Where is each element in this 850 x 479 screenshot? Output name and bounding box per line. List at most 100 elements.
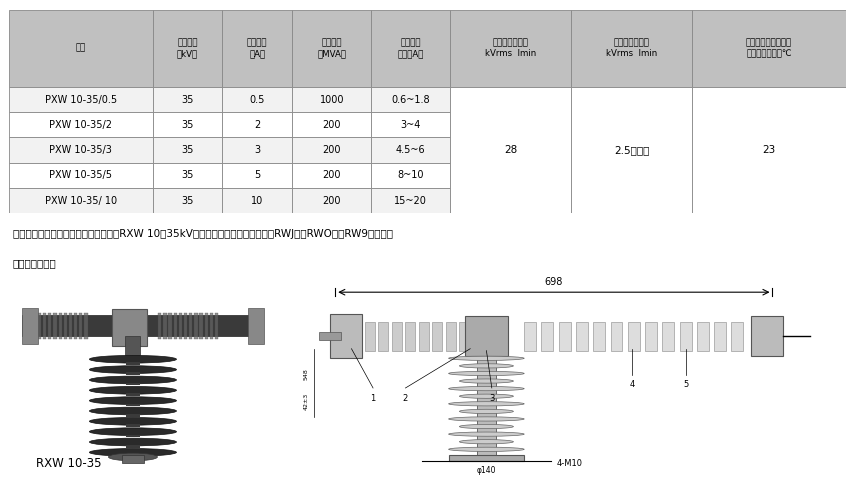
Bar [153,163,223,188]
Ellipse shape [89,438,177,446]
Bar [449,455,524,461]
Text: 均指的限流型。: 均指的限流型。 [13,258,56,268]
Bar [8,112,153,137]
Text: 0.6~1.8: 0.6~1.8 [392,94,430,104]
Bar [292,87,371,112]
Bar [168,313,172,339]
Bar [697,322,709,351]
Bar [352,322,361,351]
Bar [371,163,450,188]
Bar [54,313,57,339]
Text: 3: 3 [254,145,260,155]
Bar [69,313,72,339]
Bar [184,313,187,339]
Text: 额定电流
（A）: 额定电流 （A） [247,38,268,58]
Text: 开断电流
（MVA）: 开断电流 （MVA） [317,38,346,58]
Bar [84,313,88,339]
Ellipse shape [89,428,177,435]
Bar [371,188,450,213]
Bar [74,313,77,339]
Bar [571,10,692,87]
Text: 型号: 型号 [76,44,86,53]
Text: 燕断电流
范围（A）: 燕断电流 范围（A） [398,38,424,58]
Bar [446,322,456,351]
Bar [450,10,571,87]
Text: 2: 2 [254,120,260,130]
Bar [8,87,153,112]
Bar [292,112,371,137]
Bar [371,10,450,87]
Bar [433,322,442,351]
Text: 698: 698 [545,277,563,287]
Bar [571,87,692,213]
Text: 35: 35 [181,195,194,205]
Bar [8,137,153,163]
Text: 200: 200 [322,195,341,205]
Bar [153,188,223,213]
Bar [292,10,371,87]
Text: φ140: φ140 [477,466,496,475]
Bar [371,112,450,137]
Bar [126,434,139,437]
Bar [8,188,153,213]
Bar [223,87,292,112]
Bar [8,163,153,188]
Bar [79,313,82,339]
Bar [405,322,415,351]
Bar [32,313,36,339]
Text: 4-M10: 4-M10 [557,459,582,468]
Ellipse shape [449,447,524,451]
Ellipse shape [109,453,157,461]
Ellipse shape [459,409,513,413]
Bar [371,87,450,112]
Bar [450,87,571,213]
Bar [319,332,341,340]
Bar [365,322,375,351]
Bar [378,322,388,351]
Ellipse shape [449,356,524,360]
Text: PXW 10-35/3: PXW 10-35/3 [49,145,112,155]
Ellipse shape [89,376,177,384]
Bar [419,322,428,351]
Text: PXW 10-35/5: PXW 10-35/5 [49,171,112,180]
Text: 工频湿耗受电压
kVrms  lmin: 工频湿耗受电压 kVrms lmin [606,38,657,58]
Bar [38,313,41,339]
Bar [126,403,139,406]
Bar [126,424,139,427]
Text: 35: 35 [181,171,194,180]
Ellipse shape [459,424,513,429]
Ellipse shape [449,432,524,436]
Ellipse shape [449,402,524,406]
Text: 5: 5 [254,171,260,180]
Bar [662,322,674,351]
Bar [43,313,46,339]
Bar [48,313,52,339]
Text: 额定电压
（kV）: 额定电压 （kV） [177,38,198,58]
Bar [292,137,371,163]
Ellipse shape [449,387,524,391]
Text: 10: 10 [252,195,264,205]
Bar [153,137,223,163]
Text: 8~10: 8~10 [398,171,424,180]
Ellipse shape [89,407,177,415]
Bar [22,308,38,344]
Bar [680,322,692,351]
Bar [153,87,223,112]
Text: PXW 10-35/2: PXW 10-35/2 [49,120,112,130]
Bar [64,313,67,339]
Text: 注：由于各外生产企业的定义有出入，RXW 10型35kV产品同，有的生产企业也标为RWJ型，RWO型或RW9型等，但: 注：由于各外生产企业的定义有出入，RXW 10型35kV产品同，有的生产企业也标… [13,229,393,239]
Bar [126,414,139,417]
Bar [22,315,262,336]
Text: PXW 10-35/ 10: PXW 10-35/ 10 [44,195,116,205]
Bar [200,313,202,339]
Ellipse shape [459,394,513,399]
Ellipse shape [449,371,524,376]
Bar [27,313,31,339]
Text: 0.5: 0.5 [250,94,265,104]
Ellipse shape [89,397,177,404]
Bar [215,313,218,339]
Bar [558,322,570,351]
Bar [330,314,362,358]
Bar [392,322,402,351]
Text: 1: 1 [371,394,376,403]
